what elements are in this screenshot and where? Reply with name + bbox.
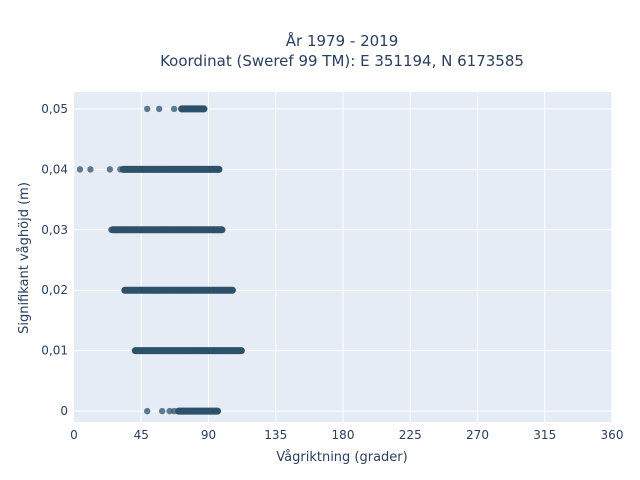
data-point — [144, 105, 151, 113]
data-point — [214, 166, 221, 173]
y-tick-label: 0,02 — [41, 283, 68, 297]
y-tick-label: 0,04 — [41, 162, 68, 176]
x-tick-label: 0 — [70, 428, 78, 442]
data-points — [76, 105, 245, 415]
x-tick-label: 90 — [201, 428, 216, 442]
data-point — [76, 166, 84, 173]
y-axis-ticks: 0 0,01 0,02 0,03 0,04 0,05 — [41, 102, 68, 418]
data-point — [166, 407, 173, 415]
data-point — [155, 105, 163, 113]
data-point — [87, 166, 94, 173]
x-axis-title: Vågriktning (grader) — [276, 450, 407, 465]
data-point — [170, 105, 178, 113]
x-tick-label: 225 — [399, 428, 422, 442]
x-tick-label: 45 — [134, 428, 149, 442]
y-tick-label: 0,01 — [41, 344, 68, 358]
data-point — [229, 287, 236, 294]
y-tick-label: 0,03 — [41, 223, 68, 237]
y-tick-label: 0,05 — [41, 102, 68, 116]
chart-title: År 1979 - 2019 — [286, 31, 399, 50]
x-tick-label: 270 — [466, 428, 489, 442]
x-axis-ticks: 0 45 90 135 180 225 270 315 360 — [70, 428, 623, 442]
data-point — [170, 407, 178, 415]
data-point — [237, 347, 244, 354]
x-tick-label: 315 — [533, 428, 556, 442]
y-tick-label: 0 — [60, 404, 68, 418]
data-point — [117, 166, 124, 173]
data-point — [158, 407, 166, 415]
data-point — [106, 166, 114, 173]
x-tick-label: 135 — [264, 428, 287, 442]
y-axis-title: Signifikant våghöjd (m) — [17, 182, 32, 334]
x-tick-label: 180 — [332, 428, 355, 442]
data-point — [217, 226, 224, 234]
data-point — [200, 105, 208, 113]
data-point — [213, 407, 220, 415]
chart-subtitle: Koordinat (Sweref 99 TM): E 351194, N 61… — [160, 52, 524, 70]
data-point — [108, 226, 115, 234]
data-point — [144, 407, 151, 415]
x-tick-label: 360 — [601, 428, 624, 442]
